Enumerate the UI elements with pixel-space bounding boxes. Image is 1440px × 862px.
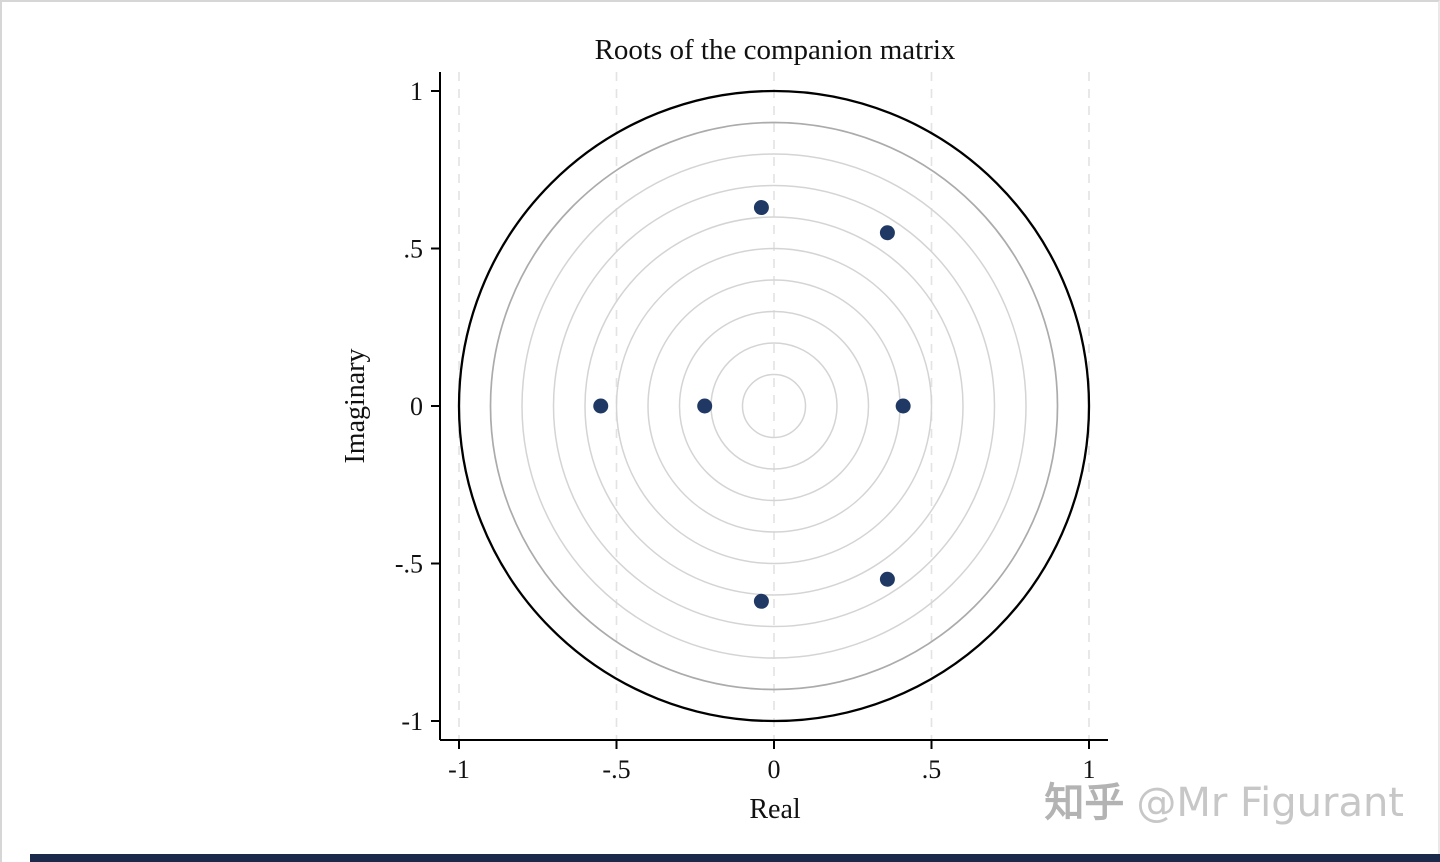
y-tick-label: -1 bbox=[401, 707, 423, 736]
root-point bbox=[753, 200, 769, 216]
root-point bbox=[879, 571, 895, 587]
root-point bbox=[697, 398, 713, 414]
grid-circle bbox=[741, 373, 807, 439]
watermark-handle: @Mr Figurant bbox=[1136, 780, 1404, 826]
y-tick-label: 0 bbox=[410, 392, 423, 421]
x-tick-label: .5 bbox=[922, 755, 942, 784]
root-point bbox=[593, 398, 609, 414]
x-tick-label: -.5 bbox=[602, 755, 630, 784]
root-point bbox=[879, 225, 895, 241]
y-tick-label: .5 bbox=[404, 235, 424, 264]
grid-circle-emphasis bbox=[489, 121, 1059, 691]
grid-circle bbox=[552, 184, 996, 628]
y-tick-label: -.5 bbox=[395, 550, 423, 579]
y-axis-label: Imaginary bbox=[340, 348, 371, 464]
x-tick-label: 0 bbox=[768, 755, 781, 784]
grid-circle bbox=[678, 310, 870, 502]
watermark: 知乎 @Mr Figurant bbox=[1044, 770, 1404, 828]
grid-circle bbox=[584, 216, 964, 596]
unit-circle bbox=[457, 89, 1091, 723]
y-tick-label: 1 bbox=[410, 77, 423, 106]
root-point bbox=[895, 398, 911, 414]
x-tick-label: -1 bbox=[448, 755, 470, 784]
bottom-bar bbox=[30, 854, 1440, 862]
root-point bbox=[753, 593, 769, 609]
watermark-brand: 知乎 bbox=[1044, 780, 1125, 826]
x-tick-label: 1 bbox=[1083, 755, 1096, 784]
x-axis-label: Real bbox=[749, 794, 801, 825]
grid-circle bbox=[521, 153, 1027, 659]
chart-title: Roots of the companion matrix bbox=[594, 34, 956, 66]
grid-circle bbox=[615, 247, 933, 565]
